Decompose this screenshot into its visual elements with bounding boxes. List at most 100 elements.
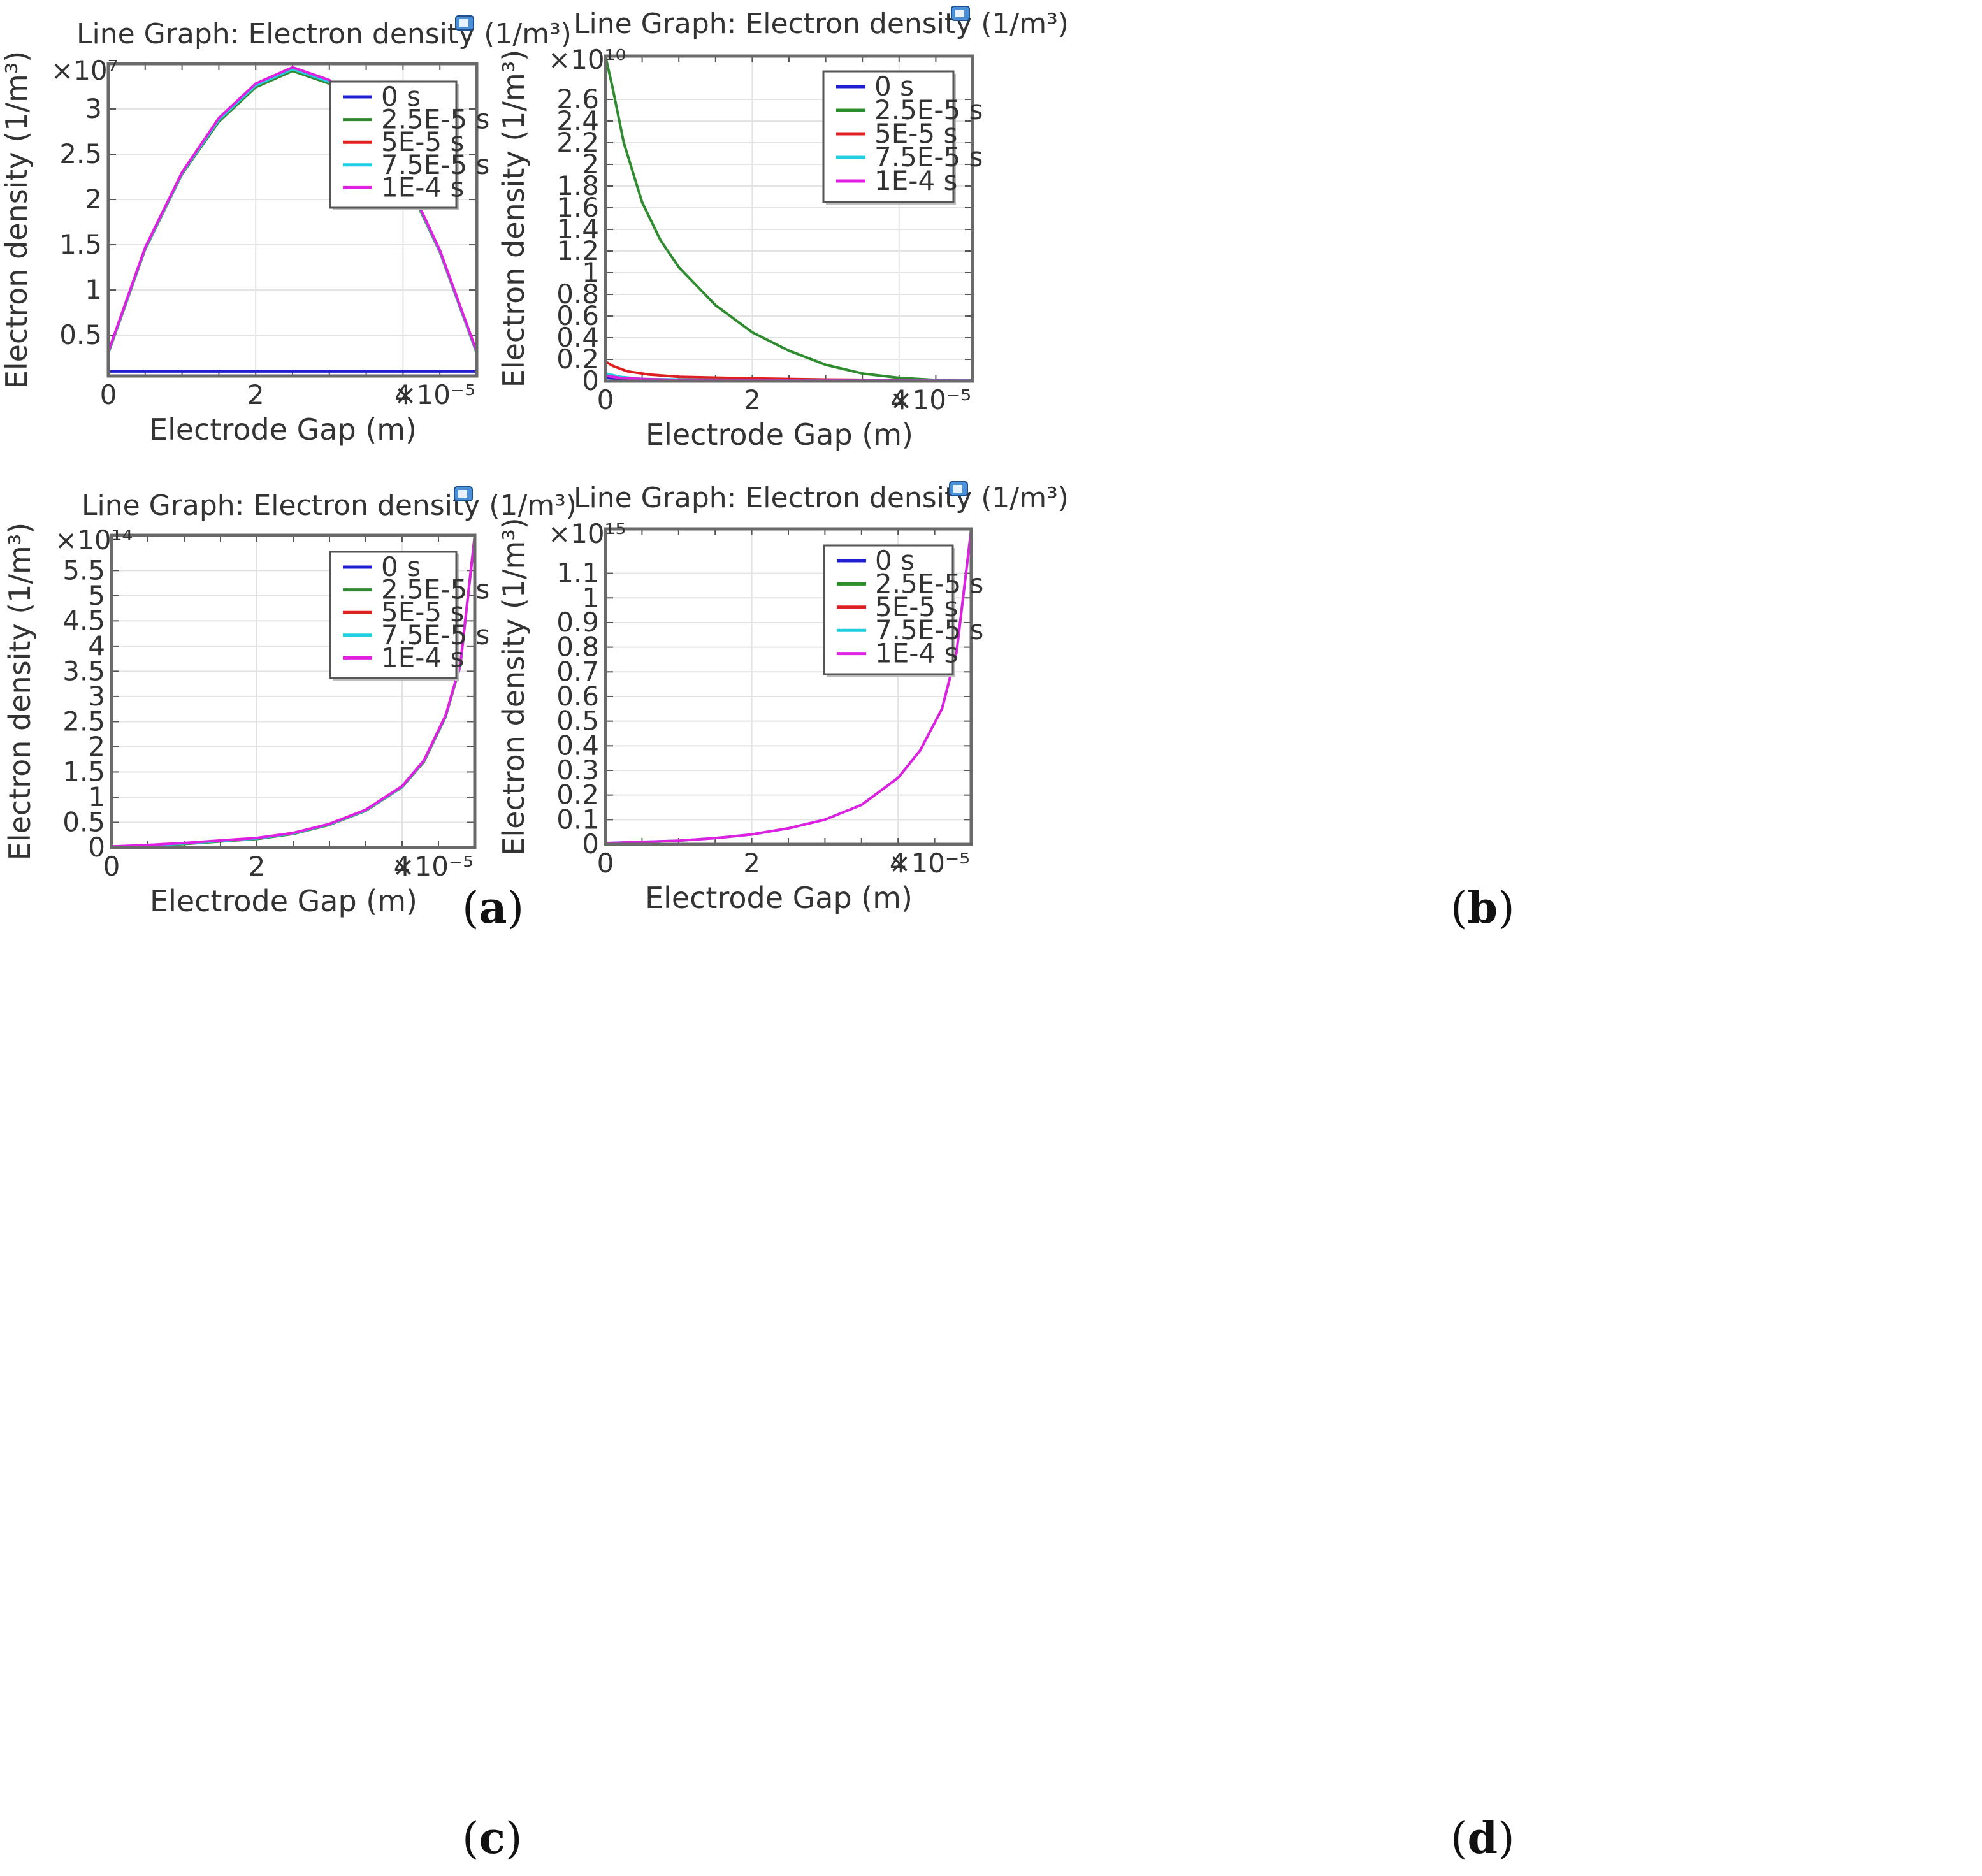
chart-a-legend: 0 s2.5E-5 s5E-5 s7.5E-5 s1E-4 s: [329, 80, 489, 210]
chart-d-x-tick-label: 0: [597, 848, 614, 879]
chart-a-x-tick-label: 0: [100, 379, 117, 410]
chart-d-y-tick-label: 0.7: [556, 656, 599, 687]
chart-a-legend-label: 5E-5 s: [381, 126, 464, 157]
caption-letter-b: b: [1467, 883, 1498, 934]
chart-c-camera-icon: [454, 486, 473, 501]
chart-c-x-tick-label: 2: [249, 851, 266, 882]
chart-a-legend-label: 0 s: [381, 81, 421, 112]
chart-c-legend-label: 5E-5 s: [381, 596, 464, 628]
chart-b-y-tick-label: 1.8: [556, 170, 599, 201]
chart-b-y-tick-label: 2: [582, 148, 599, 180]
caption-letter-a: a: [479, 883, 507, 934]
chart-c-series-line-1e-4-s: [112, 535, 475, 848]
chart-a-x-tick-label: 2: [247, 379, 264, 410]
caption-c: (c): [462, 1813, 523, 1864]
chart-d-legend-label: 5E-5 s: [875, 591, 958, 623]
chart-c-y-tick-label: 3: [88, 681, 105, 712]
chart-c-legend-label: 7.5E-5 s: [381, 619, 489, 651]
chart-b-y-tick-label: 0.6: [556, 300, 599, 331]
chart-d-y-tick-label: 0.9: [556, 607, 599, 638]
chart-b-legend: 0 s2.5E-5 s5E-5 s7.5E-5 s1E-4 s: [822, 70, 983, 205]
chart-d-x-tick-label: 2: [743, 848, 760, 879]
chart-a-y-axis-label: Electron density (1/m³): [0, 51, 34, 389]
chart-c-series-group: [112, 535, 475, 848]
chart-c-y-tick-label: 2.5: [62, 705, 105, 737]
caption-d: (d): [1450, 1813, 1515, 1864]
chart-panel-a: Line Graph: Electron density (1/m³) 0 2 4 0.…: [0, 0, 991, 938]
caption-b: (b): [1450, 883, 1515, 934]
chart-c-x-axis-label: Electrode Gap (m): [150, 884, 417, 918]
caption-letter-d: d: [1467, 1813, 1498, 1864]
chart-c-y-tick-label: 4: [88, 630, 105, 661]
chart-a-legend-label: 7.5E-5 s: [381, 149, 489, 180]
chart-svg-a: Line Graph: Electron density (1/m³) 0 2 4 0.…: [0, 15, 572, 447]
chart-d-y-tick-label: 0.2: [556, 779, 599, 811]
chart-b-series-line-2-5e-5-s: [605, 56, 973, 381]
chart-d-camera-icon-lens: [953, 485, 962, 493]
caption-letter-c: c: [479, 1813, 505, 1864]
chart-a-x-axis-label: Electrode Gap (m): [149, 412, 417, 447]
chart-c-title: Line Graph: Electron density (1/m³): [82, 489, 577, 522]
chart-a-y-tick-label: 0.5: [59, 319, 102, 350]
chart-panel-b: Line Graph: Electron density (1/m³) 0 2 4 0 0…: [496, 0, 1982, 938]
chart-d-legend-label: 2.5E-5 s: [875, 568, 983, 599]
chart-b-y-tick-label: 1.2: [556, 235, 599, 266]
chart-c-y-tick-label: 2: [88, 731, 105, 762]
chart-d-legend-label: 1E-4 s: [875, 638, 958, 669]
chart-c-y-tick-label: 5.5: [62, 554, 105, 586]
chart-d-y-tick-label: 0.3: [556, 754, 599, 786]
chart-a-y-tick-label: 1.5: [59, 229, 102, 260]
chart-d-legend-label: 7.5E-5 s: [875, 614, 983, 646]
chart-d-x-axis-label: Electrode Gap (m): [645, 881, 913, 915]
chart-svg-c: Line Graph: Electron density (1/m³)0 2 400…: [3, 486, 577, 918]
chart-a-plot-frame: [106, 62, 479, 378]
chart-a-camera-icon-lens: [459, 19, 468, 27]
chart-a-y-tick-label: 3: [85, 93, 102, 124]
chart-a-legend-label: 2.5E-5 s: [381, 104, 489, 135]
caption-a: (a): [462, 883, 524, 934]
chart-a-legend-label: 1E-4 s: [381, 171, 464, 203]
chart-b-x-tick-label: 4: [890, 384, 908, 415]
chart-c-camera-icon-lens: [458, 490, 467, 498]
chart-c-y-tick-label: 4.5: [62, 605, 105, 636]
chart-b-y-tick-label: 2.6: [556, 83, 599, 115]
chart-c-y-tick-label: 1.5: [62, 756, 105, 787]
chart-b-x-multiplier: ×10⁻⁵: [890, 384, 971, 415]
chart-svg-d: Line Graph: Electron density (1/m³)0 2 400…: [496, 481, 1069, 915]
chart-d-y-axis-label: Electron density (1/m³): [496, 517, 531, 855]
chart-d-y-tick-label: 0.4: [556, 730, 599, 761]
chart-b-legend-label: 5E-5 s: [874, 118, 957, 149]
chart-panel-d: Line Graph: Electron density (1/m³) 0 2 4 0 0…: [496, 481, 1982, 1876]
chart-d-legend: 0 s2.5E-5 s5E-5 s7.5E-5 s1E-4 s: [823, 544, 983, 677]
chart-b-y-tick-label: 2.4: [556, 105, 599, 136]
chart-svg-b: Line Graph: Electron density (1/m³)0 2 400…: [496, 6, 1069, 452]
chart-d-y-tick-label: 1.1: [556, 558, 599, 589]
chart-c-x-multiplier: ×10⁻⁵: [392, 851, 474, 882]
chart-a-y-tick-label: 2.5: [59, 138, 102, 170]
chart-b-legend-label: 1E-4 s: [874, 165, 957, 196]
chart-c-y-tick-label: 5: [88, 580, 105, 611]
chart-b-y-multiplier: ×10¹⁰: [548, 44, 626, 75]
chart-d-x-multiplier: ×10⁻⁵: [888, 848, 970, 879]
chart-b-y-tick-label: 1.4: [556, 213, 599, 245]
chart-c-y-multiplier: ×10¹⁴: [55, 524, 133, 556]
chart-c-y-tick-label: 3.5: [62, 655, 105, 686]
chart-d-y-tick-label: 0.8: [556, 631, 599, 663]
chart-d-plot-frame: [604, 527, 973, 846]
chart-b-camera-icon-lens: [955, 10, 964, 17]
chart-c-legend-label: 2.5E-5 s: [381, 574, 489, 605]
chart-d-legend-label: 0 s: [875, 545, 915, 576]
chart-c-x-tick-label: 0: [103, 851, 120, 882]
chart-c-x-tick-label: 4: [394, 851, 411, 882]
chart-d-x-tick-label: 4: [890, 848, 907, 879]
chart-b-x-tick-label: 2: [744, 384, 761, 415]
chart-b-legend-label: 0 s: [874, 71, 914, 102]
chart-a-camera-icon: [455, 15, 474, 31]
chart-b-plot-frame: [604, 54, 974, 383]
chart-c-legend-label: 0 s: [381, 551, 421, 582]
chart-b-y-tick-label: 1.6: [556, 192, 599, 223]
chart-b-y-tick-label: 0.8: [556, 278, 599, 310]
chart-b-camera-icon: [951, 6, 970, 21]
chart-b-y-axis-label: Electron density (1/m³): [496, 50, 531, 387]
chart-d-y-tick-label: 0: [582, 828, 599, 860]
